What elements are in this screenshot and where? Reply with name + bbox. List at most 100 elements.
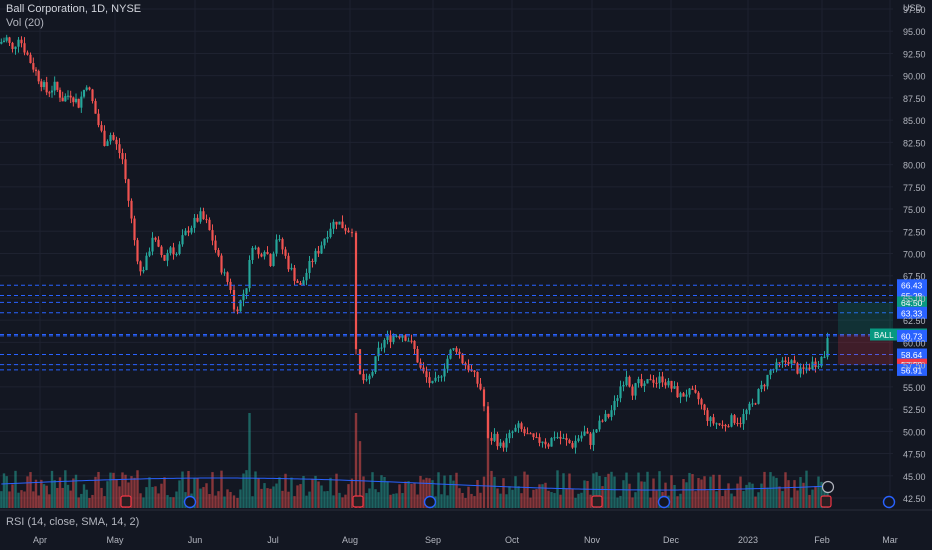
volume-bar xyxy=(529,497,532,508)
candle-body xyxy=(181,235,184,245)
volume-bar xyxy=(814,486,817,508)
volume-bar xyxy=(664,482,667,508)
candle-body xyxy=(305,272,308,281)
candle-body xyxy=(106,141,109,146)
candle-body xyxy=(380,347,383,349)
time-tick-label: May xyxy=(106,535,124,545)
candle-body xyxy=(130,200,133,219)
volume-bar xyxy=(88,497,91,508)
event-markers[interactable] xyxy=(120,480,896,509)
volume-bar xyxy=(673,484,676,508)
candle-body xyxy=(790,360,793,364)
volume-bar xyxy=(556,470,559,508)
volume-bar xyxy=(226,489,229,508)
candle-body xyxy=(236,309,239,312)
volume-bar xyxy=(50,470,54,508)
volume-bar xyxy=(362,476,365,508)
volume-bar xyxy=(784,472,787,508)
volume-bar xyxy=(145,487,148,508)
volume-bar xyxy=(187,470,190,508)
volume-bar xyxy=(568,473,571,508)
volume-bar xyxy=(115,479,118,508)
dividend-marker-icon xyxy=(657,495,671,509)
time-axis[interactable]: Apr May Jun Jul Aug Sep Oct Nov Dec 2023 Feb Mar xyxy=(33,535,898,545)
time-tick-label: Sep xyxy=(425,535,441,545)
volume-bar xyxy=(715,491,718,508)
volume-bar xyxy=(2,473,6,508)
volume-bar xyxy=(772,476,775,508)
candle-body xyxy=(511,431,514,433)
candle-body xyxy=(766,374,769,387)
volume-bar xyxy=(220,470,223,508)
price-tick-label: 67.50 xyxy=(903,272,926,282)
candle-body xyxy=(365,379,368,381)
candle-body xyxy=(354,232,358,350)
candle-body xyxy=(410,340,413,342)
symbol-tag-badge xyxy=(870,328,897,341)
candle-body xyxy=(628,376,631,387)
candle-body xyxy=(646,379,649,384)
candle-body xyxy=(66,95,70,97)
volume-bar xyxy=(712,474,715,508)
volume-bar xyxy=(781,491,784,508)
candle-body xyxy=(416,348,419,363)
volume-bar xyxy=(341,497,344,508)
price-axis[interactable]: 97.50 95.00 92.50 90.00 87.50 85.00 82.50 80.00… xyxy=(903,3,926,504)
candle-body xyxy=(823,356,826,358)
time-tick-label: Aug xyxy=(342,535,358,545)
volume-bar xyxy=(383,476,386,508)
time-tick-label: Feb xyxy=(814,535,830,545)
volume-bar xyxy=(109,472,112,508)
candle-body xyxy=(82,89,86,97)
volume-ma-line xyxy=(1,477,828,491)
volume-bar xyxy=(133,477,136,508)
volume-bar xyxy=(440,494,443,508)
dividend-marker-icon xyxy=(183,495,197,509)
volume-bar xyxy=(20,490,23,508)
candle-body xyxy=(368,375,371,380)
volume-bar xyxy=(769,472,772,508)
symbol-title[interactable]: Ball Corporation, 1D, NYSE xyxy=(6,3,142,15)
volume-legend[interactable]: Vol (20) xyxy=(6,17,44,29)
candle-body xyxy=(458,351,461,354)
volume-bar xyxy=(97,471,100,508)
price-tick-label: 57.50 xyxy=(903,361,926,371)
volume-bar xyxy=(278,477,281,508)
candle-body xyxy=(112,135,115,140)
volume-bar xyxy=(736,483,739,508)
volume-bar xyxy=(473,496,476,508)
candle-body xyxy=(8,37,11,43)
volume-bar xyxy=(368,488,371,508)
candle-body xyxy=(571,443,574,448)
candle-body xyxy=(727,426,730,428)
volume-bar xyxy=(404,481,407,508)
dividend-marker-icon xyxy=(423,495,437,509)
volume-bar xyxy=(679,493,682,508)
horizontal-levels[interactable]: 66.4365.2864.5063.3360.8960.7358.6457.50… xyxy=(0,279,927,376)
volume-bar xyxy=(631,497,634,508)
price-level-badge xyxy=(897,296,927,309)
volume-bar xyxy=(69,490,72,508)
candle-body xyxy=(94,101,97,114)
rsi-legend[interactable]: RSI (14, close, SMA, 14, 2) xyxy=(6,516,140,528)
volume-bar xyxy=(175,491,178,508)
volume-bar xyxy=(269,488,272,508)
volume-bar xyxy=(682,478,685,508)
volume-bar xyxy=(48,494,51,508)
volume-bar xyxy=(562,473,565,508)
candle-body xyxy=(214,240,217,251)
volume-bar xyxy=(685,482,688,508)
volume-bar xyxy=(136,470,139,508)
candle-body xyxy=(437,376,440,378)
volume-bar xyxy=(5,476,8,508)
volume-bar xyxy=(112,472,115,508)
time-tick-label: Mar xyxy=(882,535,898,545)
candle-body xyxy=(443,368,446,377)
volume-bar xyxy=(211,472,214,508)
candlesticks xyxy=(0,34,829,454)
volume-bar xyxy=(293,496,296,508)
candle-body xyxy=(658,376,661,384)
candle-body xyxy=(371,372,374,376)
time-tick-label: Jul xyxy=(267,535,279,545)
